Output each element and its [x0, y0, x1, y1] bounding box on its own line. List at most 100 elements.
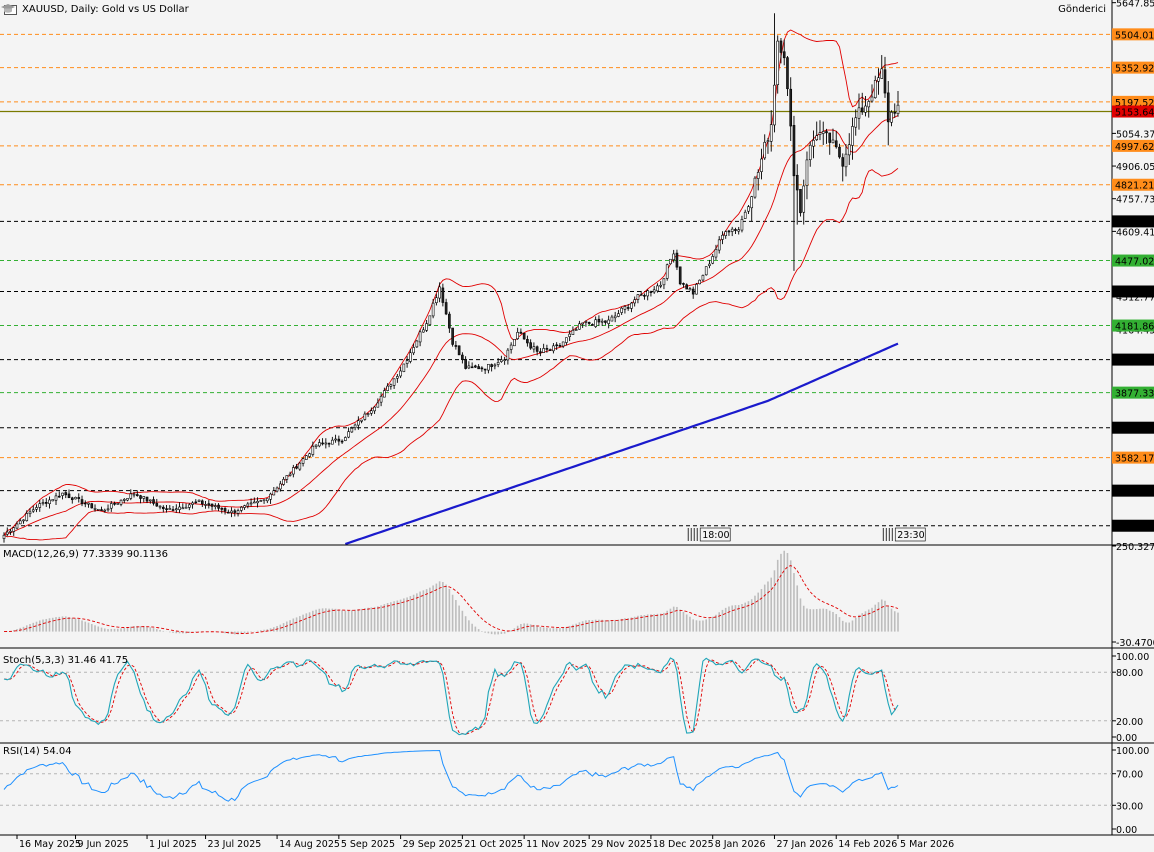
candle-body	[786, 57, 789, 90]
date-axis-label: 5 Sep 2025	[341, 839, 395, 850]
date-axis-label: 16 May 2025	[19, 839, 81, 850]
candle-body	[717, 239, 721, 251]
candle-body	[639, 294, 643, 296]
macd-signal-line	[3, 565, 899, 634]
candle-body	[688, 288, 692, 291]
candle-body	[682, 283, 685, 285]
candle-body	[22, 519, 25, 522]
candle-body	[126, 498, 129, 501]
level-label-box	[1112, 254, 1154, 267]
session-marker-label: 23:30	[897, 530, 924, 541]
date-axis-label: 29 Nov 2025	[591, 839, 652, 850]
current-price-label: 5153.642	[1115, 108, 1154, 119]
level-label: 4654.848	[1115, 217, 1154, 228]
candle-body	[896, 104, 900, 115]
candle-body	[116, 503, 120, 505]
candle-body	[207, 503, 211, 506]
candle-body	[821, 131, 825, 134]
level-label: 4997.626	[1115, 142, 1154, 153]
candle-body	[542, 348, 545, 353]
candle-body	[249, 502, 253, 505]
stoch-axis-label: 80.00	[1116, 668, 1143, 679]
candle-body	[360, 419, 363, 422]
candle-body	[597, 318, 601, 323]
candle-body	[350, 427, 354, 433]
candle-body	[399, 370, 402, 377]
candle-body	[610, 316, 614, 322]
candle-body	[727, 230, 731, 233]
candle-body	[558, 345, 562, 347]
candle-body	[600, 320, 604, 323]
candle-body	[808, 144, 812, 161]
candle-body	[223, 508, 227, 512]
candle-body	[155, 503, 159, 507]
candle-body	[379, 395, 383, 403]
candle-body	[516, 332, 519, 340]
candle-body	[513, 339, 516, 347]
candle-body	[457, 345, 461, 356]
candle-body	[607, 319, 610, 324]
candle-body	[392, 378, 396, 386]
candle-body	[357, 420, 360, 426]
candle-body	[649, 291, 653, 293]
candle-body	[834, 140, 838, 148]
level-label: 3718.044	[1115, 424, 1154, 435]
candle-body	[301, 458, 305, 464]
candle-body	[96, 508, 100, 511]
bollinger-upper-band	[3, 29, 899, 536]
candle-body	[337, 438, 341, 442]
candle-body	[594, 319, 597, 327]
candle-body	[461, 354, 464, 361]
candle-body	[464, 358, 467, 369]
candle-body	[753, 177, 757, 198]
candle-body	[181, 507, 185, 510]
candle-body	[187, 504, 191, 508]
candle-body	[353, 424, 357, 429]
candle-body	[802, 185, 806, 213]
candle-body	[31, 509, 35, 512]
candle-body	[425, 323, 428, 331]
candle-body	[314, 444, 318, 447]
date-axis-label: 5 Mar 2026	[900, 839, 954, 850]
date-axis-label: 14 Aug 2025	[279, 839, 340, 850]
candle-body	[587, 322, 591, 324]
candle-body	[867, 101, 871, 108]
candle-body	[470, 366, 474, 369]
candle-body	[214, 505, 217, 507]
candle-body	[12, 527, 16, 532]
candle-body	[561, 341, 565, 347]
candle-body	[240, 506, 243, 511]
level-label-box	[1112, 215, 1154, 228]
candle-body	[366, 413, 370, 415]
candle-body	[873, 80, 877, 99]
candle-body	[292, 467, 295, 475]
candle-body	[857, 107, 861, 119]
candle-body	[103, 509, 107, 512]
candle-body	[174, 508, 178, 511]
moving-average-line	[344, 342, 899, 546]
level-label: 4336.472	[1115, 287, 1154, 298]
level-label: 4181.865	[1115, 322, 1154, 333]
candle-body	[730, 228, 734, 232]
candle-body	[100, 509, 103, 511]
candle-body	[678, 266, 682, 285]
level-label-box	[1112, 421, 1154, 434]
candle-body	[643, 294, 646, 297]
candle-body	[266, 498, 269, 502]
level-label-box	[1112, 178, 1154, 191]
candle-body	[308, 453, 311, 457]
macd-axis-label: -30.4700	[1116, 638, 1154, 649]
candle-body	[838, 146, 841, 158]
candle-body	[370, 410, 373, 414]
current-price-box	[1112, 105, 1154, 118]
candle-body	[789, 88, 793, 127]
candle-body	[451, 327, 454, 345]
candle-body	[698, 279, 702, 285]
candle-body	[448, 313, 451, 329]
candle-body	[418, 331, 422, 343]
candle-body	[132, 493, 136, 496]
date-axis-label: 14 Feb 2026	[838, 839, 897, 850]
candle-body	[844, 153, 848, 168]
